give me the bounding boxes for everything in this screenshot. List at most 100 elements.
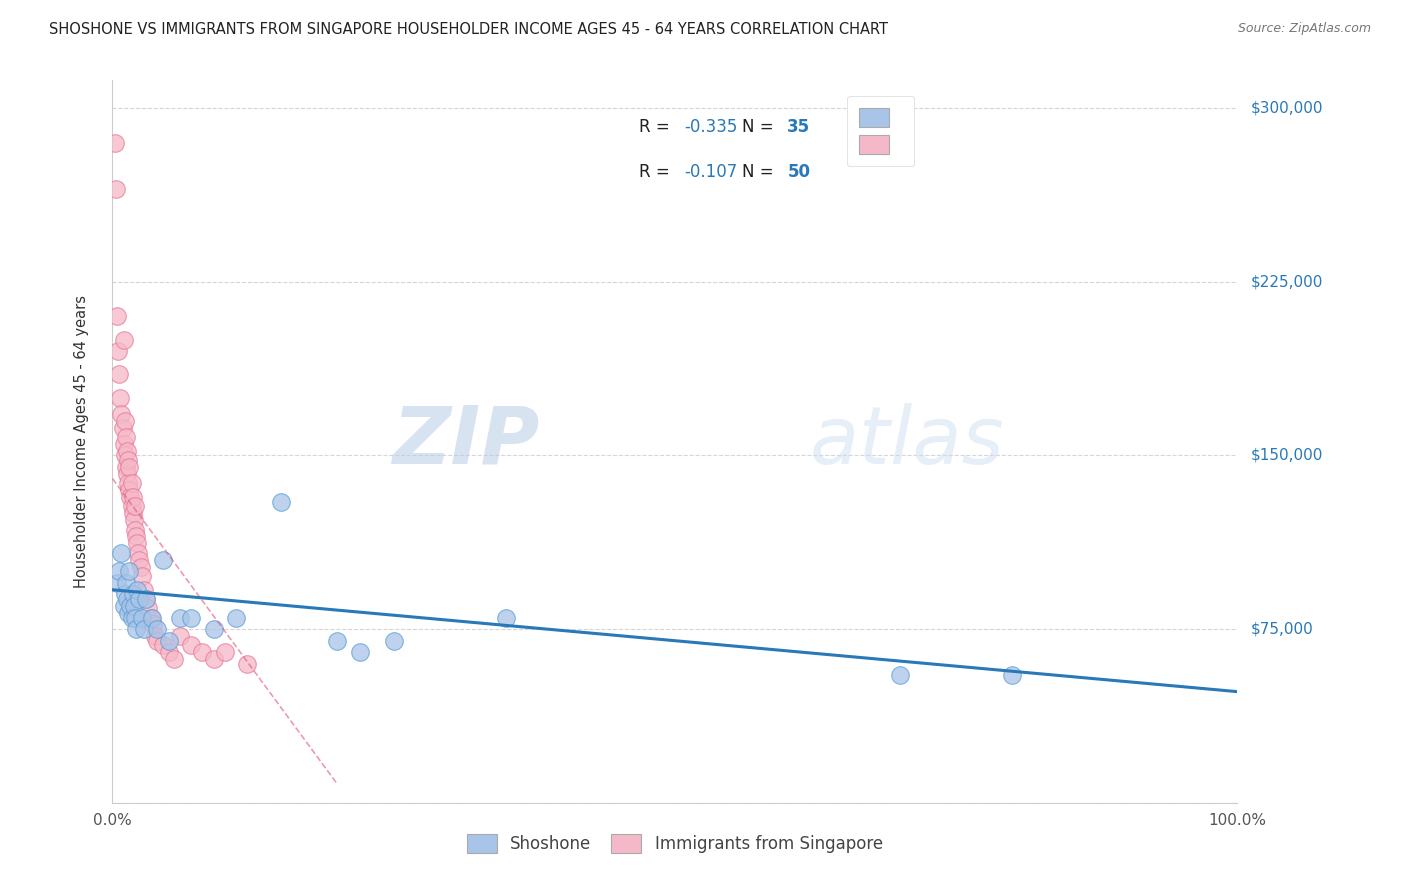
Point <box>115 443 138 458</box>
Point <box>115 575 138 590</box>
Text: $150,000: $150,000 <box>1251 448 1323 463</box>
Point <box>121 506 143 520</box>
Point <box>152 552 174 566</box>
Point <box>180 610 202 624</box>
Point <box>118 460 141 475</box>
Text: SHOSHONE VS IMMIGRANTS FROM SINGAPORE HOUSEHOLDER INCOME AGES 45 - 64 YEARS CORR: SHOSHONE VS IMMIGRANTS FROM SINGAPORE HO… <box>49 22 889 37</box>
Text: ZIP: ZIP <box>392 402 540 481</box>
Point <box>112 333 135 347</box>
Point <box>121 490 143 504</box>
Point <box>127 536 149 550</box>
Point <box>202 652 225 666</box>
Point <box>191 645 214 659</box>
Point <box>107 344 129 359</box>
Y-axis label: Householder Income Ages 45 - 64 years: Householder Income Ages 45 - 64 years <box>75 295 89 588</box>
Point <box>105 310 128 324</box>
Point <box>225 610 247 624</box>
Point <box>104 182 127 196</box>
Point <box>125 622 148 636</box>
Point <box>141 610 163 624</box>
Text: Source: ZipAtlas.com: Source: ZipAtlas.com <box>1237 22 1371 36</box>
Point <box>115 460 138 475</box>
Point <box>131 610 153 624</box>
Point <box>131 569 153 583</box>
Point <box>122 599 145 613</box>
Point <box>127 546 149 560</box>
Point <box>138 601 160 615</box>
Text: $225,000: $225,000 <box>1251 274 1323 289</box>
Point <box>270 494 292 508</box>
Point <box>112 599 135 613</box>
Point <box>214 645 236 659</box>
Point <box>122 513 145 527</box>
Text: R =: R = <box>638 163 675 181</box>
Point <box>112 437 135 451</box>
Point <box>110 391 132 405</box>
Point <box>143 629 166 643</box>
Point <box>108 564 131 578</box>
Point <box>115 430 138 444</box>
Point <box>104 136 127 150</box>
Point <box>128 552 150 566</box>
Point <box>114 587 136 601</box>
Point <box>349 645 371 659</box>
Point <box>236 657 259 671</box>
Point <box>117 453 139 467</box>
Point <box>157 645 180 659</box>
Point <box>135 592 157 607</box>
Text: 35: 35 <box>787 119 810 136</box>
Point <box>108 368 131 382</box>
Point <box>124 500 146 514</box>
Point <box>180 638 202 652</box>
Point <box>105 575 128 590</box>
Text: -0.107: -0.107 <box>683 163 737 181</box>
Point <box>169 629 191 643</box>
Point <box>121 610 143 624</box>
Point <box>125 529 148 543</box>
Point <box>114 449 136 463</box>
Point <box>146 633 169 648</box>
Point <box>495 610 517 624</box>
Point <box>152 638 174 652</box>
Point <box>132 622 155 636</box>
Text: 50: 50 <box>787 163 810 181</box>
Point <box>117 606 139 620</box>
Text: N =: N = <box>742 119 779 136</box>
Point <box>121 587 143 601</box>
Point <box>115 592 138 607</box>
Legend: Shoshone, Immigrants from Singapore: Shoshone, Immigrants from Singapore <box>460 827 890 860</box>
Point <box>169 610 191 624</box>
Point <box>118 564 141 578</box>
Point <box>114 414 136 428</box>
Point <box>142 617 165 632</box>
Point <box>163 652 186 666</box>
Point <box>118 483 141 498</box>
Point <box>120 490 142 504</box>
Text: -0.335: -0.335 <box>683 119 737 136</box>
Point <box>132 582 155 597</box>
Text: N =: N = <box>742 163 779 181</box>
Point <box>120 599 142 613</box>
Point <box>202 622 225 636</box>
Point <box>382 633 405 648</box>
Point <box>111 420 134 434</box>
Text: atlas: atlas <box>810 402 1005 481</box>
Point <box>129 559 152 574</box>
Text: $75,000: $75,000 <box>1251 622 1315 637</box>
Point <box>115 467 138 481</box>
Point <box>121 476 143 491</box>
Point <box>135 592 157 607</box>
Point <box>128 592 150 607</box>
Point <box>127 582 149 597</box>
Point <box>146 622 169 636</box>
Point <box>117 476 139 491</box>
Point <box>1001 668 1024 682</box>
Point <box>157 633 180 648</box>
Point <box>110 546 132 560</box>
Text: $300,000: $300,000 <box>1251 101 1323 116</box>
Point <box>110 407 132 421</box>
Point <box>139 610 162 624</box>
Point <box>124 610 146 624</box>
Point <box>326 633 349 648</box>
Point <box>121 500 143 514</box>
